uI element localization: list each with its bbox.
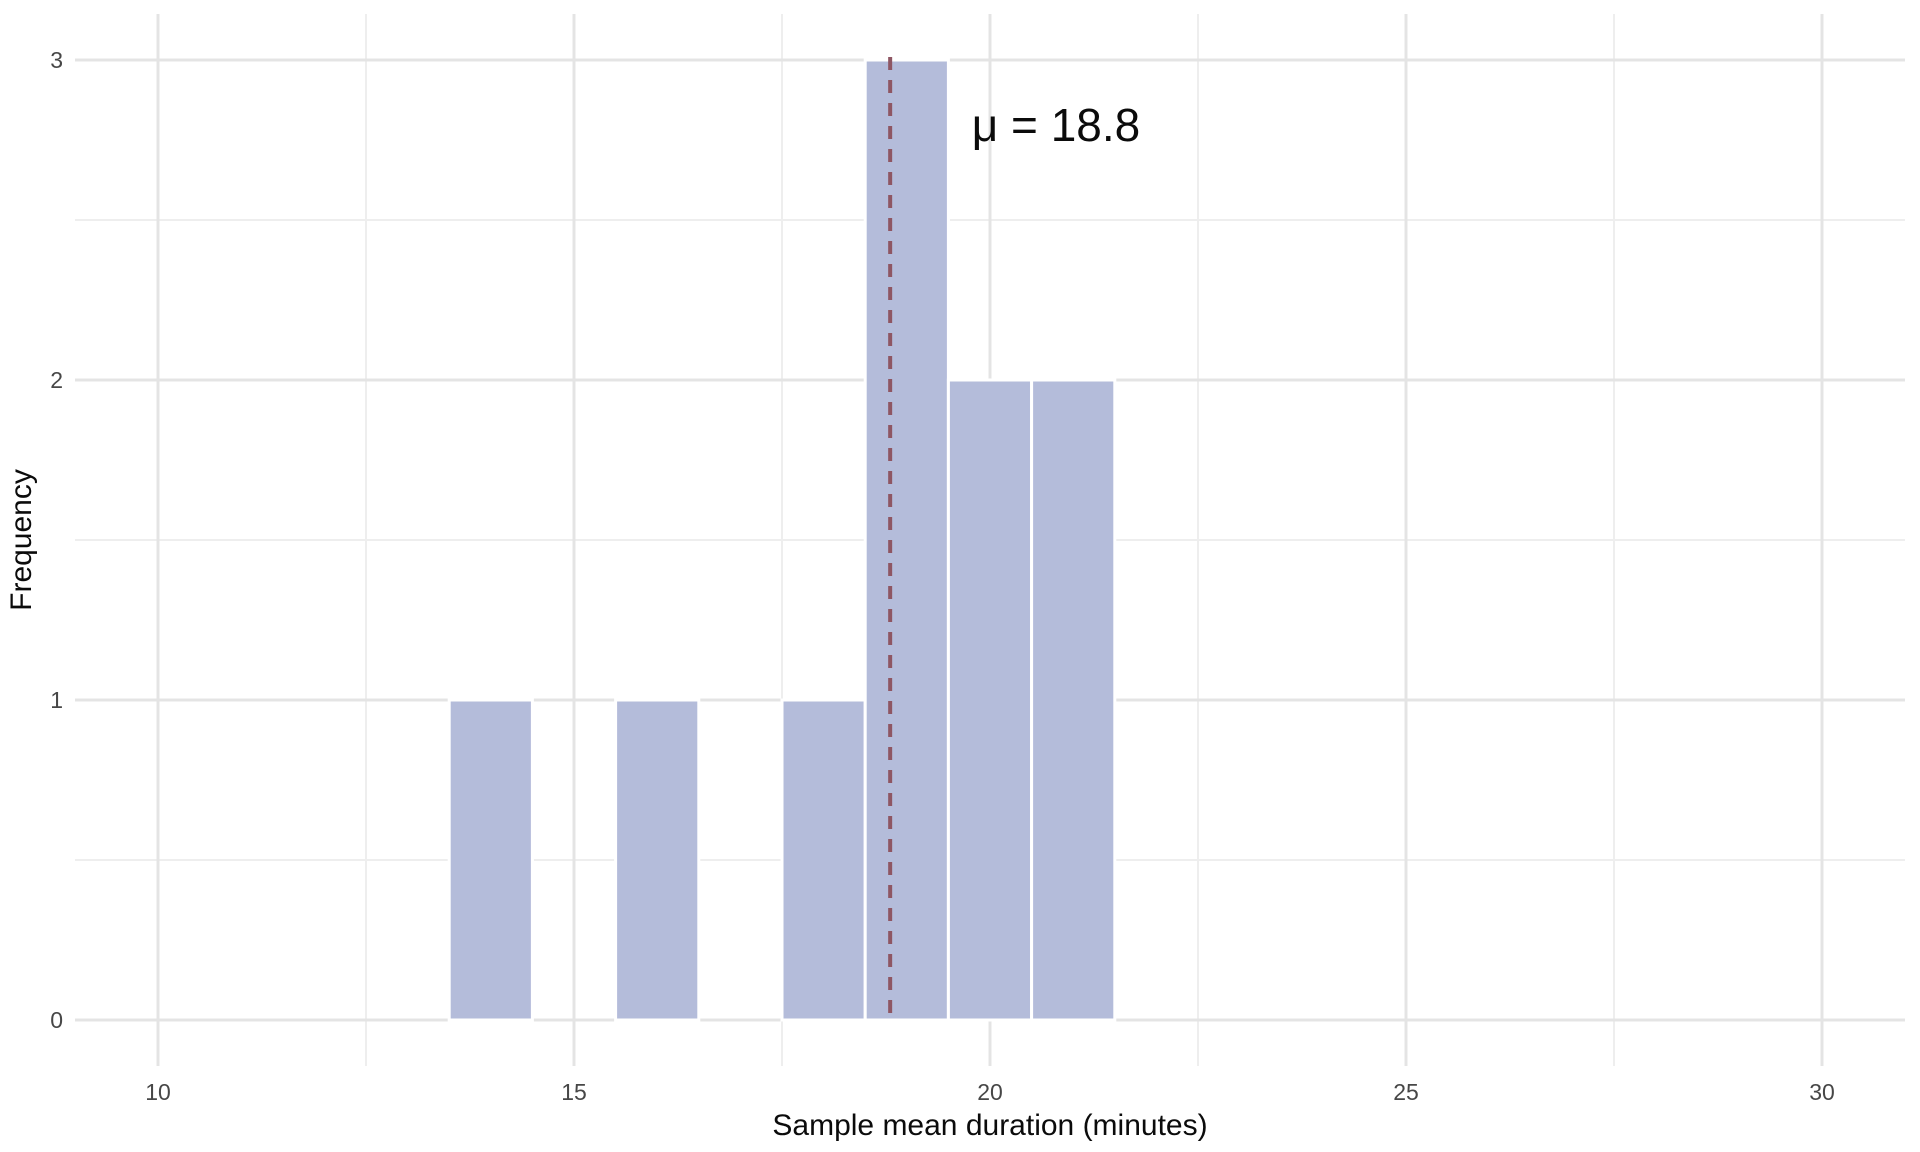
histogram-bar xyxy=(946,378,1034,1022)
histogram-bar xyxy=(863,58,950,1022)
histogram-bars xyxy=(447,58,1117,1022)
x-tick-label: 20 xyxy=(977,1079,1003,1105)
y-tick-label: 3 xyxy=(50,47,63,73)
histogram-bar xyxy=(614,698,701,1022)
x-axis-title: Sample mean duration (minutes) xyxy=(772,1109,1207,1142)
x-tick-label: 15 xyxy=(561,1079,587,1105)
mean-annotation-label: μ = 18.8 xyxy=(972,99,1140,151)
x-axis-tick-labels: 10 15 20 25 30 xyxy=(145,1079,1835,1105)
y-tick-label: 1 xyxy=(50,687,63,713)
x-tick-label: 25 xyxy=(1393,1079,1419,1105)
x-tick-label: 10 xyxy=(145,1079,171,1105)
x-tick-label: 30 xyxy=(1809,1079,1835,1105)
y-axis-title: Frequency xyxy=(5,469,38,611)
y-tick-label: 2 xyxy=(50,367,63,393)
y-tick-label: 0 xyxy=(50,1007,63,1033)
histogram-bar xyxy=(780,698,867,1022)
y-axis-tick-labels: 0 1 2 3 xyxy=(50,47,63,1033)
histogram-bar xyxy=(447,698,534,1022)
histogram-bar xyxy=(1030,378,1117,1022)
